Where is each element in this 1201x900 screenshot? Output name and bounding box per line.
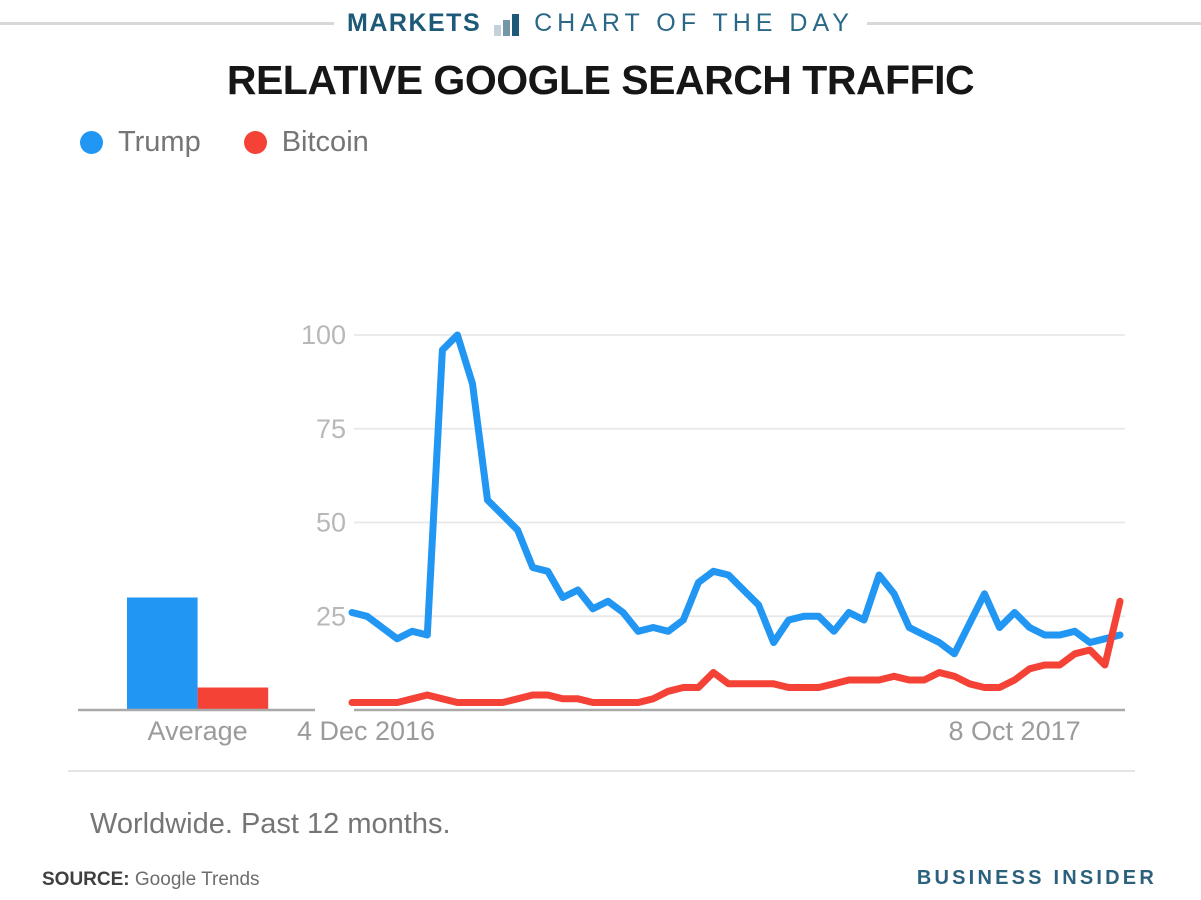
source-line: SOURCE: Google Trends: [42, 869, 260, 891]
legend-dot-bitcoin: [243, 131, 267, 154]
source-value: Google Trends: [134, 869, 260, 890]
source-label: SOURCE:: [42, 869, 130, 890]
x-axis-tick-0: 4 Dec 2016: [297, 716, 435, 746]
header-rule-right: [866, 22, 1201, 25]
legend-label-bitcoin: Bitcoin: [281, 126, 369, 158]
page-title: RELATIVE GOOGLE SEARCH TRAFFIC: [226, 57, 975, 103]
header-kicker-markets: MARKETS: [347, 9, 482, 37]
legend: Trump Bitcoin: [80, 126, 412, 159]
chart-footnote: Worldwide. Past 12 months.: [90, 808, 451, 840]
business-insider-logo: BUSINESS INSIDER: [916, 867, 1157, 889]
y-axis-tick-50: 50: [316, 508, 346, 538]
header: MARKETS CHART OF THE DAY: [0, 9, 1201, 38]
footnote-divider: [68, 770, 1135, 772]
y-axis-tick-25: 25: [316, 601, 346, 631]
legend-dot-trump: [80, 131, 103, 154]
y-axis-tick-100: 100: [301, 320, 346, 350]
y-axis-tick-75: 75: [316, 414, 346, 444]
x-axis-tick-44: 8 Oct 2017: [949, 716, 1081, 746]
header-kicker-chart-of-the-day: CHART OF THE DAY: [534, 9, 854, 37]
bar-chart-icon: [494, 13, 520, 36]
trend-line-trump: [348, 331, 1124, 658]
average-bar-bitcoin: [197, 687, 269, 710]
average-bar-trump: [127, 597, 198, 710]
trend-chart: 25 50 75 100 Average 4 Dec 2016 8 Oct 2017: [78, 320, 1125, 746]
average-axis-label: Average: [148, 716, 248, 746]
header-rule-left: [0, 22, 335, 25]
legend-label-trump: Trump: [118, 126, 201, 158]
trend-line-bitcoin: [348, 597, 1124, 706]
